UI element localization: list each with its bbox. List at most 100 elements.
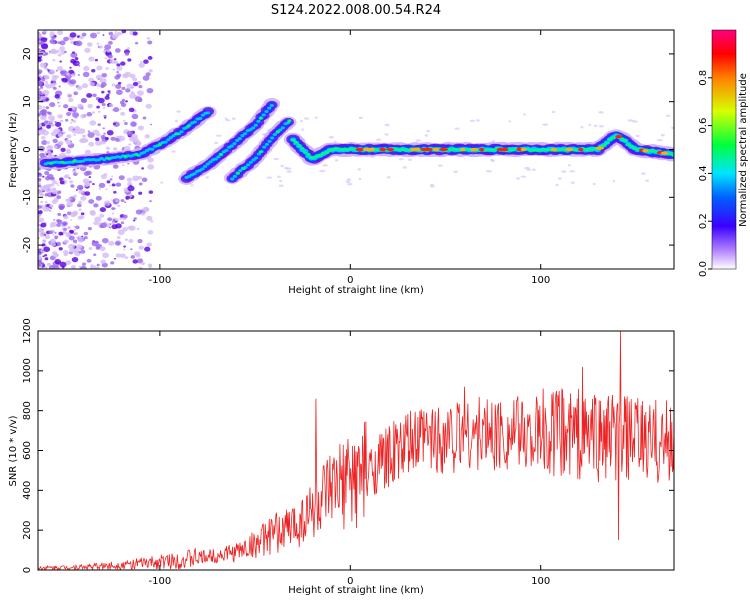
noise-blob (144, 134, 151, 139)
ridge-cell (203, 164, 208, 168)
noise-blob (98, 187, 102, 190)
noise-blob (76, 172, 79, 175)
noise-blob (42, 30, 48, 33)
noise-blob (454, 127, 460, 130)
noise-blob (107, 40, 113, 45)
ridge-hotspot (186, 124, 191, 128)
noise-blob (113, 257, 117, 260)
noise-blob (87, 42, 93, 47)
noise-blob (44, 52, 49, 56)
ridge-cell (604, 141, 610, 145)
noise-blob (113, 60, 119, 64)
noise-blob (65, 232, 71, 237)
noise-blob (45, 153, 49, 156)
noise-blob (286, 170, 292, 173)
noise-blob (77, 103, 84, 109)
noise-blob (122, 214, 128, 219)
noise-blob (98, 45, 103, 49)
noise-blob (89, 32, 98, 39)
noise-blob (142, 116, 147, 120)
noise-blob (73, 91, 79, 96)
noise-blob (52, 229, 55, 232)
noise-blob (569, 170, 576, 173)
noise-blob (93, 203, 99, 208)
noise-blob (81, 235, 84, 238)
noise-blob (407, 158, 413, 161)
noise-blob (334, 159, 339, 162)
noise-blob (60, 129, 63, 132)
noise-blob (45, 140, 51, 145)
noise-blob (42, 255, 45, 258)
ridge-cell (262, 145, 267, 149)
noise-blob (147, 40, 153, 45)
noise-blob (314, 116, 318, 119)
noise-blob (105, 223, 111, 228)
colorbar-frame (711, 29, 737, 270)
noise-blob (38, 266, 43, 269)
noise-blob (136, 227, 140, 231)
noise-blob (98, 182, 106, 188)
noise-blob (300, 119, 303, 123)
noise-blob (104, 44, 112, 50)
noise-blob (95, 140, 103, 146)
noise-blob (645, 179, 649, 182)
noise-blob (51, 74, 57, 79)
noise-blob (68, 97, 74, 103)
noise-blob (120, 221, 125, 225)
ridge-hotspot (478, 147, 485, 152)
noise-blob (78, 189, 84, 194)
noise-blob (113, 121, 116, 123)
noise-blob (86, 93, 93, 98)
noise-blob (39, 232, 46, 238)
noise-blob (49, 69, 56, 75)
ridge-cell (198, 117, 203, 121)
y-tick-label: -20 (22, 237, 33, 253)
noise-blob (95, 195, 102, 201)
noise-blob (45, 189, 49, 193)
ridge-cell (318, 153, 323, 157)
noise-blob (88, 180, 92, 184)
noise-blob (38, 112, 41, 117)
noise-blob (78, 200, 83, 204)
noise-blob (121, 30, 127, 34)
noise-blob (593, 124, 598, 128)
y-tick-label: 1000 (22, 358, 33, 383)
noise-blob (126, 130, 134, 136)
noise-blob (132, 77, 138, 82)
noise-blob (57, 114, 64, 119)
noise-blob (76, 62, 80, 65)
y-tick-label: 400 (22, 481, 33, 500)
noise-blob (88, 56, 95, 62)
ridge-cell (238, 169, 243, 173)
noise-blob (54, 231, 57, 234)
noise-blob (107, 54, 113, 59)
x-tick-label: 0 (347, 275, 353, 286)
noise-blob (102, 127, 105, 130)
noise-blob (87, 130, 91, 133)
ridge-cell (294, 140, 299, 144)
noise-blob (70, 198, 75, 203)
noise-blob (542, 123, 549, 126)
noise-blob (67, 83, 71, 85)
noise-blob (303, 117, 310, 120)
noise-blob (112, 164, 119, 169)
ridge-cell (653, 150, 658, 154)
noise-blob (430, 183, 434, 187)
noise-blob (128, 107, 135, 113)
noise-blob (437, 164, 443, 167)
noise-blob (96, 263, 100, 267)
snr-x-axis-label: Height of straight line (km) (288, 585, 424, 596)
ridge-cell (671, 153, 674, 157)
noise-blob (42, 106, 46, 109)
noise-blob (70, 184, 75, 188)
noise-blob (64, 174, 70, 179)
noise-blob (523, 113, 526, 116)
ridge-cell (232, 174, 237, 178)
noise-blob (43, 246, 51, 252)
noise-blob (48, 50, 51, 53)
ridge-cell (272, 133, 277, 137)
noise-blob (42, 175, 45, 178)
ridge-cell (171, 134, 176, 138)
noise-blob (273, 157, 280, 161)
